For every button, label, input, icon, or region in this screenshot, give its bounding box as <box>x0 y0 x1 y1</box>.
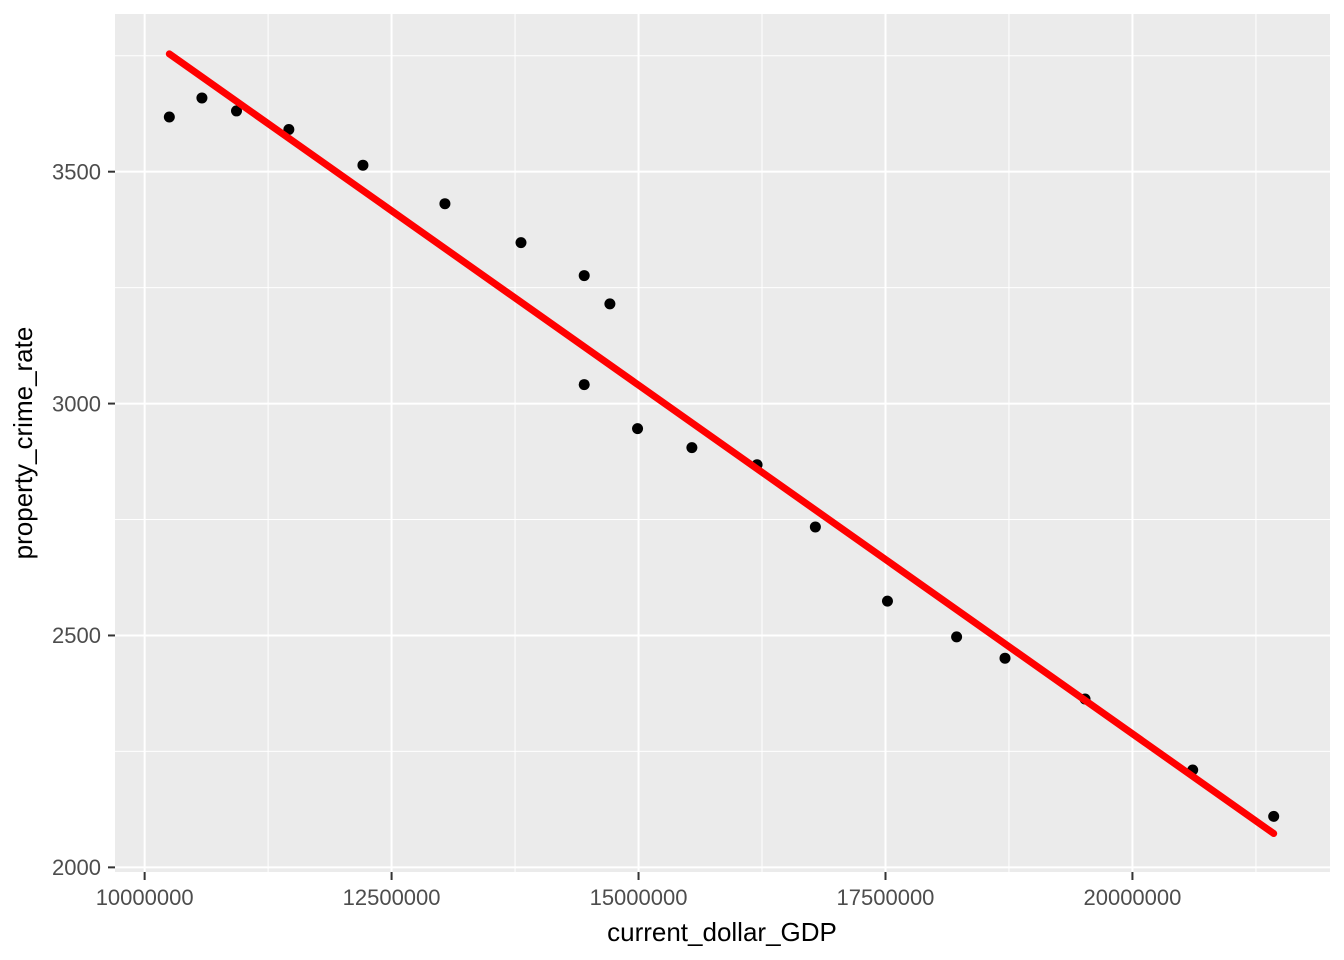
y-tick-label: 2500 <box>52 623 101 648</box>
x-tick-label: 20000000 <box>1083 885 1181 910</box>
plot-panel-layer <box>115 14 1330 872</box>
x-axis-title: current_dollar_GDP <box>607 917 837 947</box>
data-point <box>196 92 208 104</box>
y-tick-label: 2000 <box>52 855 101 880</box>
data-point <box>578 379 590 391</box>
y-axis-title: property_crime_rate <box>8 327 38 560</box>
data-point <box>604 298 616 310</box>
data-point <box>163 111 175 123</box>
trend-line <box>165 50 1278 838</box>
data-point <box>809 521 821 533</box>
data-point <box>357 159 369 171</box>
x-tick-label: 12500000 <box>343 885 441 910</box>
data-point <box>632 423 644 435</box>
data-point <box>881 595 893 607</box>
axis-layer: 10000000 12500000 15000000 17500000 20000000… <box>52 159 1181 910</box>
data-point <box>578 270 590 282</box>
data-point <box>951 631 963 643</box>
x-tick-label: 10000000 <box>96 885 194 910</box>
data-point <box>515 237 527 249</box>
y-tick-label: 3000 <box>52 391 101 416</box>
x-tick-label: 15000000 <box>590 885 688 910</box>
x-tick-label: 17500000 <box>837 885 935 910</box>
data-point <box>439 198 451 210</box>
data-point <box>686 442 698 454</box>
y-tick-label: 3500 <box>52 159 101 184</box>
data-point <box>999 652 1011 664</box>
data-point <box>1268 810 1280 822</box>
data-point <box>231 105 242 117</box>
